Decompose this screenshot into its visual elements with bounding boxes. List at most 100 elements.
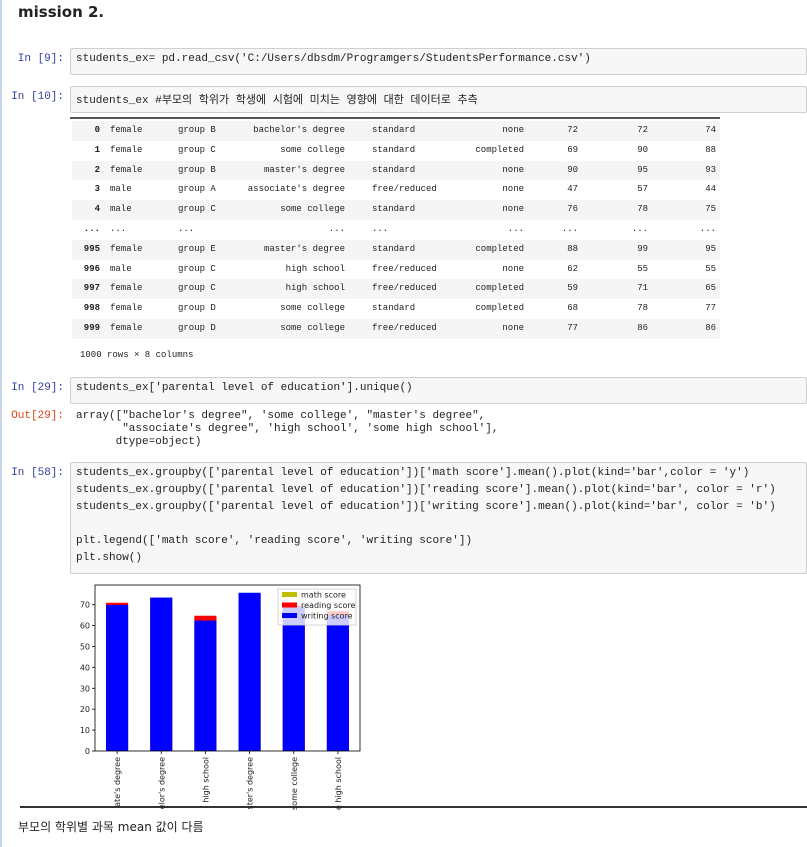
y-tick-label: 30 xyxy=(80,684,90,693)
code-box xyxy=(70,462,807,574)
table-cell: ... xyxy=(110,224,127,234)
table-cell: high school xyxy=(285,283,345,294)
table-cell: male xyxy=(110,204,132,215)
table-cell: free/reduced xyxy=(372,283,437,294)
table-cell: 996 xyxy=(83,263,100,274)
bar xyxy=(326,615,349,751)
bar xyxy=(106,604,129,751)
table-cell: ... xyxy=(631,224,648,234)
table-cell: 75 xyxy=(705,204,716,215)
table-cell: 1 xyxy=(94,144,100,155)
table-cell: 65 xyxy=(705,283,716,294)
table-cell: 90 xyxy=(567,164,578,175)
bar xyxy=(194,620,217,751)
input-prompt: In [9]: xyxy=(17,53,64,65)
table-cell: 90 xyxy=(637,144,648,155)
table-cell: none xyxy=(502,164,524,175)
table-cell: ... xyxy=(507,224,524,234)
legend-label: math score xyxy=(301,591,346,600)
table-cell: ... xyxy=(328,224,345,234)
code-line: students_ex= pd.read_csv('C:/Users/dbsdm… xyxy=(76,53,591,65)
table-cell: group A xyxy=(178,184,216,195)
table-cell: female xyxy=(110,125,143,135)
table-cell: 4 xyxy=(94,204,100,215)
code-line: students_ex['parental level of education… xyxy=(76,382,413,394)
table-cell: ... xyxy=(561,224,578,234)
code-box xyxy=(70,48,807,75)
output-line: "associate's degree", 'high school', 'so… xyxy=(76,423,499,435)
y-tick-label: 20 xyxy=(80,705,90,714)
table-cell: 95 xyxy=(705,243,716,254)
table-cell: completed xyxy=(475,283,524,294)
table-row-stripe xyxy=(72,319,720,339)
table-cell: 93 xyxy=(705,164,716,175)
table-cell: free/reduced xyxy=(372,184,437,195)
x-tick-label: ster's degree xyxy=(246,757,255,810)
table-cell: 77 xyxy=(705,303,716,314)
heading: mission 2. xyxy=(18,3,105,21)
table-cell: 3 xyxy=(94,184,100,195)
cell-end-rule xyxy=(20,806,807,808)
table-row-stripe xyxy=(72,121,720,141)
table-cell: standard xyxy=(372,144,416,155)
code-line: students_ex.groupby(['parental level of … xyxy=(76,501,776,513)
table-footer: 1000 rows × 8 columns xyxy=(80,350,194,360)
table-cell: master's degree xyxy=(263,164,345,175)
bar xyxy=(238,592,261,751)
table-row-stripe xyxy=(72,160,720,181)
table-cell: associate's degree xyxy=(247,184,345,195)
input-prompt: In [10]: xyxy=(11,91,64,103)
table-cell: 72 xyxy=(567,125,578,135)
table-cell: female xyxy=(110,323,143,333)
table-cell: none xyxy=(502,204,524,215)
code-line: students_ex.groupby(['parental level of … xyxy=(76,484,776,496)
table-cell: 57 xyxy=(637,184,648,195)
output-line: dtype=object) xyxy=(76,436,202,448)
code-line: plt.show() xyxy=(76,552,143,564)
x-tick-label: high school xyxy=(201,757,210,803)
table-cell: group E xyxy=(178,243,216,254)
output-line: array(["bachelor's degree", 'some colleg… xyxy=(76,410,486,422)
table-cell: 99 xyxy=(637,243,648,254)
table-cell: standard xyxy=(372,125,416,135)
table-cell: ... xyxy=(699,224,716,234)
table-cell: group C xyxy=(178,144,216,155)
table-cell: none xyxy=(502,184,524,195)
table-row-stripe xyxy=(72,239,720,260)
table-cell: standard xyxy=(372,204,416,215)
bar xyxy=(150,597,173,751)
code-line: students_ex #부모의 학위가 학생에 시험에 미치는 영향에 대한 … xyxy=(76,95,478,107)
table-cell: completed xyxy=(475,243,524,254)
table-cell: 71 xyxy=(637,283,648,294)
note-text: 부모의 학위별 과목 mean 값이 다름 xyxy=(18,820,204,834)
table-cell: 44 xyxy=(705,184,716,195)
y-tick-label: 40 xyxy=(80,663,90,672)
table-cell: 997 xyxy=(83,283,100,294)
table-cell: 76 xyxy=(567,204,578,215)
table-cell: bachelor's degree xyxy=(253,125,345,135)
y-tick-label: 10 xyxy=(80,726,90,735)
table-cell: high school xyxy=(285,263,345,274)
table-cell: some college xyxy=(280,323,345,333)
x-tick-label: e high school xyxy=(334,757,343,810)
table-cell: 55 xyxy=(637,263,648,274)
bar xyxy=(282,607,305,751)
table-cell: 999 xyxy=(83,323,100,333)
table-cell: standard xyxy=(372,303,416,314)
y-tick-label: 0 xyxy=(85,747,90,756)
table-cell: 88 xyxy=(567,243,578,254)
table-cell: group B xyxy=(178,164,216,175)
table-cell: master's degree xyxy=(263,243,345,254)
table-row-stripe xyxy=(72,279,720,300)
table-cell: none xyxy=(502,263,524,274)
table-cell: male xyxy=(110,184,132,195)
table-cell: standard xyxy=(372,164,416,175)
table-cell: free/reduced xyxy=(372,323,437,333)
table-cell: 2 xyxy=(94,164,100,175)
code-line: students_ex.groupby(['parental level of … xyxy=(76,467,750,479)
table-cell: 86 xyxy=(705,323,716,333)
table-cell: ... xyxy=(372,224,389,234)
table-cell: 77 xyxy=(567,323,578,333)
code-box xyxy=(70,377,807,404)
table-cell: 68 xyxy=(567,303,578,314)
